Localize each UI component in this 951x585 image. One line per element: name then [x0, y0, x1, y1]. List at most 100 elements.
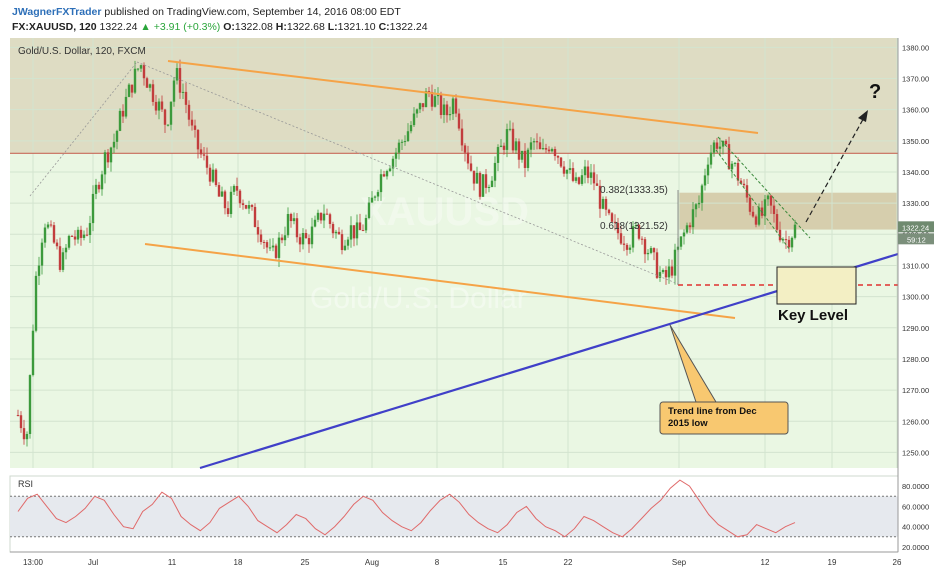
- candle-body: [586, 166, 590, 178]
- time-tick-label: 12: [761, 558, 770, 567]
- time-tick-label: Sep: [672, 558, 687, 567]
- candle-body: [475, 172, 479, 184]
- candle-body: [196, 129, 200, 150]
- candle-body: [685, 225, 689, 233]
- candle-body: [286, 213, 290, 236]
- candle-body: [391, 158, 395, 169]
- candle-body: [769, 195, 773, 206]
- candle-body: [595, 183, 599, 186]
- candle-body: [415, 109, 419, 114]
- publish-info: published on TradingView.com, September …: [104, 6, 401, 18]
- candle-body: [592, 172, 596, 184]
- countdown-tag: [898, 233, 934, 245]
- candle-body: [376, 192, 380, 197]
- candle-body: [166, 124, 170, 126]
- candle-body: [145, 78, 149, 88]
- candle-body: [421, 103, 425, 108]
- candle-body: [538, 142, 542, 150]
- candle-body: [91, 193, 95, 224]
- last-price-label: 1322.24: [99, 21, 138, 33]
- candle-body: [754, 216, 758, 225]
- candle-body: [709, 152, 713, 165]
- watermark-symbol: XAUUSD: [360, 190, 529, 234]
- candle-body: [763, 199, 767, 216]
- candle-body: [670, 266, 674, 276]
- candle-body: [460, 128, 464, 146]
- symbol-label: FX:XAUUSD, 120: [12, 21, 97, 33]
- candle-body: [154, 101, 158, 111]
- price-tick-label: 1330.00: [902, 199, 929, 208]
- candle-body: [349, 225, 353, 240]
- candle-body: [700, 185, 704, 203]
- candle-body: [589, 172, 593, 178]
- candle-body: [535, 141, 539, 143]
- candle-body: [127, 84, 131, 97]
- key-level-label: Key Level: [778, 307, 848, 324]
- author-link[interactable]: JWagnerFXTrader: [12, 6, 102, 18]
- candle-body: [724, 140, 728, 145]
- candle-body: [124, 96, 128, 117]
- candle-body: [478, 172, 482, 197]
- candle-body: [163, 109, 167, 125]
- candle-body: [616, 222, 620, 234]
- close-value: 1322.24: [389, 21, 428, 33]
- candle-body: [793, 224, 797, 238]
- last-price-tag: [898, 221, 934, 233]
- time-tick-label: 11: [168, 558, 177, 567]
- candle-body: [577, 177, 581, 184]
- candle-body: [775, 214, 779, 230]
- price-tick-label: 1350.00: [902, 137, 929, 146]
- time-tick-label: Aug: [365, 558, 379, 567]
- candle-body: [229, 191, 233, 215]
- candle-body: [250, 205, 254, 207]
- candle-body: [82, 234, 86, 238]
- chart-title: Gold/U.S. Dollar, 120, FXCM: [18, 46, 146, 57]
- candle-body: [511, 128, 515, 151]
- projection-arrow-line: [805, 113, 867, 223]
- candle-body: [151, 84, 155, 102]
- candle-body: [778, 229, 782, 241]
- candle-body: [601, 198, 605, 209]
- candle-body: [568, 168, 572, 170]
- candle-body: [652, 248, 656, 253]
- candle-body: [457, 113, 461, 129]
- rsi-tick-label: 60.0000: [902, 502, 929, 511]
- rsi-band: [10, 496, 898, 537]
- candle-body: [643, 239, 647, 255]
- candle-body: [178, 68, 182, 93]
- candle-body: [106, 152, 110, 163]
- candle-body: [442, 104, 446, 115]
- candle-body: [43, 227, 47, 243]
- candle-body: [706, 164, 710, 176]
- candle-body: [205, 155, 209, 168]
- candle-body: [487, 186, 491, 188]
- candle-body: [493, 162, 497, 181]
- time-tick-label: 15: [499, 558, 508, 567]
- candle-body: [523, 150, 527, 168]
- time-tick-label: 19: [828, 558, 837, 567]
- candle-body: [394, 152, 398, 159]
- candle-body: [241, 203, 245, 206]
- candle-body: [217, 185, 221, 197]
- candle-body: [673, 249, 677, 276]
- candle-body: [223, 191, 227, 209]
- price-tick-label: 1310.00: [902, 261, 929, 270]
- ohlc-header: FX:XAUUSD, 120 1322.24 ▲ +3.91 (+0.3%) O…: [12, 21, 428, 33]
- candle-body: [739, 180, 743, 184]
- candle-body: [637, 224, 641, 239]
- candle-body: [169, 101, 173, 125]
- candle-body: [688, 225, 692, 228]
- candle-body: [481, 174, 485, 197]
- candle-body: [133, 68, 137, 93]
- candle-body: [280, 237, 284, 241]
- candle-body: [604, 198, 608, 210]
- candle-body: [550, 149, 554, 152]
- candle-body: [64, 247, 68, 253]
- wave-line: [29, 61, 138, 197]
- candle-body: [448, 114, 452, 116]
- lower-channel-line: [144, 243, 736, 319]
- candle-body: [259, 234, 263, 242]
- price-tick-label: 1290.00: [902, 324, 929, 333]
- time-tick-label: 26: [893, 558, 902, 567]
